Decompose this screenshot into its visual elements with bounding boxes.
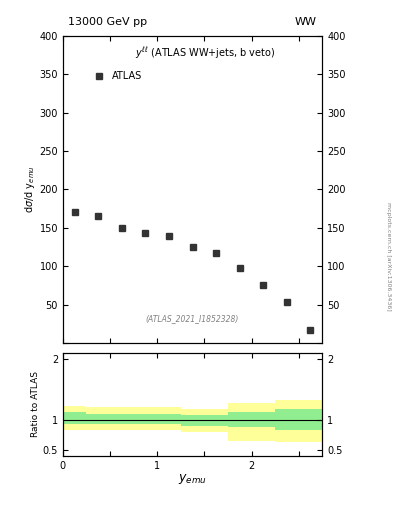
X-axis label: $y_{emu}$: $y_{emu}$: [178, 472, 207, 486]
Text: $y^{\ell\ell}$ (ATLAS WW+jets, b veto): $y^{\ell\ell}$ (ATLAS WW+jets, b veto): [135, 45, 276, 61]
Y-axis label: d$\sigma$/d y$_{emu}$: d$\sigma$/d y$_{emu}$: [23, 165, 37, 214]
Text: WW: WW: [295, 16, 317, 27]
Y-axis label: Ratio to ATLAS: Ratio to ATLAS: [31, 372, 40, 437]
Text: (ATLAS_2021_I1852328): (ATLAS_2021_I1852328): [146, 314, 239, 323]
Text: 13000 GeV pp: 13000 GeV pp: [68, 16, 147, 27]
Text: ATLAS: ATLAS: [112, 71, 142, 81]
Text: mcplots.cern.ch [arXiv:1306.3436]: mcplots.cern.ch [arXiv:1306.3436]: [386, 202, 391, 310]
